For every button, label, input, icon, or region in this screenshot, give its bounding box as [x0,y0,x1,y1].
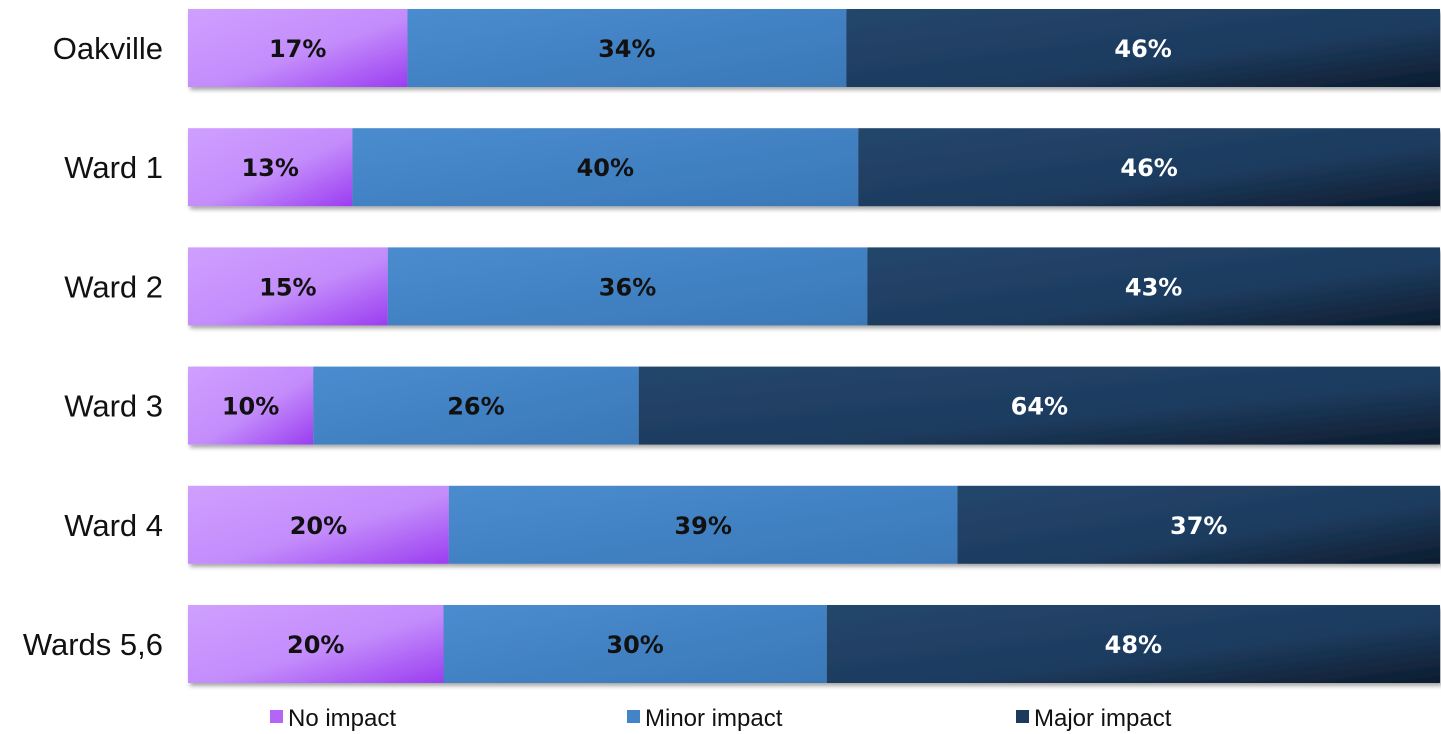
data-label-ward-3-major-impact: 64% [1011,393,1068,421]
data-label-ward-2-major-impact: 43% [1125,273,1182,301]
bar-segment-ward-1-major-impact [858,128,1440,207]
bar-segment-oakville-minor-impact [407,9,847,87]
legend: No impact Minor impact Major impact [270,705,1172,732]
data-label-ward-1-minor-impact: 40% [577,154,634,182]
legend-item-major-impact: Major impact [1016,705,1172,732]
data-label-ward-4-minor-impact: 39% [674,512,731,540]
bar-row-ward-2 [188,247,1440,326]
legend-label-no-impact: No impact [288,705,396,732]
bar-segment-oakville-major-impact [846,9,1440,87]
category-label-ward-1: Ward 1 [64,150,163,185]
bar-row-ward-4 [188,485,1440,564]
bar-segment-ward-2-minor-impact [387,247,868,326]
data-label-wards-5-6-major-impact: 48% [1105,631,1162,659]
bar-segment-ward-1-minor-impact [352,128,859,207]
legend-item-no-impact: No impact [270,705,396,732]
data-label-ward-2-no-impact: 15% [259,273,316,301]
bars-layer: 17% 34% 46% 13% 40% 46% 15% 36% 43% 10% 26% 64% 20% 3… [188,9,1440,683]
category-label-ward-4: Ward 4 [64,508,163,543]
category-label-ward-3: Ward 3 [64,389,163,424]
category-labels: Oakville Ward 1 Ward 2 Ward 3 Ward 4 Wards 5,… [23,31,163,662]
category-label-ward-2: Ward 2 [64,269,163,304]
data-label-wards-5-6-minor-impact: 30% [606,631,663,659]
data-label-ward-4-no-impact: 20% [290,512,347,540]
bar-segment-ward-4-no-impact [188,485,449,564]
legend-swatch-major-impact [1016,710,1029,723]
data-label-ward-1-major-impact: 46% [1120,154,1177,182]
bar-row-wards-5-6 [188,605,1440,683]
data-label-ward-3-no-impact: 10% [222,393,279,421]
bar-segment-wards-5-6-major-impact [826,605,1440,683]
bar-segment-ward-2-no-impact [188,247,388,326]
category-label-oakville: Oakville [53,31,163,66]
data-label-wards-5-6-no-impact: 20% [287,631,344,659]
bar-row-ward-1 [188,128,1440,207]
bar-segment-ward-4-minor-impact [448,485,958,564]
data-label-ward-3-minor-impact: 26% [447,393,504,421]
bar-segment-ward-1-no-impact [188,128,353,207]
legend-swatch-minor-impact [627,710,640,723]
data-label-oakville-no-impact: 17% [269,35,326,63]
bar-row-oakville [188,9,1440,87]
bar-segment-wards-5-6-minor-impact [443,605,827,683]
data-label-oakville-major-impact: 46% [1114,35,1171,63]
data-label-ward-4-major-impact: 37% [1170,512,1227,540]
legend-label-minor-impact: Minor impact [645,705,783,732]
legend-item-minor-impact: Minor impact [627,705,783,732]
bar-segment-ward-3-major-impact [638,366,1440,445]
bar-segment-ward-4-major-impact [957,485,1440,564]
bar-segment-wards-5-6-no-impact [188,605,444,683]
legend-swatch-no-impact [270,710,283,723]
data-label-oakville-minor-impact: 34% [598,35,655,63]
data-label-ward-1-no-impact: 13% [241,154,298,182]
bar-row-ward-3 [188,366,1440,445]
category-label-wards-5-6: Wards 5,6 [23,627,163,662]
bar-segment-ward-3-no-impact [188,366,314,445]
bar-segment-ward-3-minor-impact [313,366,639,445]
bar-segment-oakville-no-impact [188,9,408,87]
bar-segment-ward-2-major-impact [867,247,1440,326]
data-label-ward-2-minor-impact: 36% [599,273,656,301]
legend-label-major-impact: Major impact [1034,705,1172,732]
